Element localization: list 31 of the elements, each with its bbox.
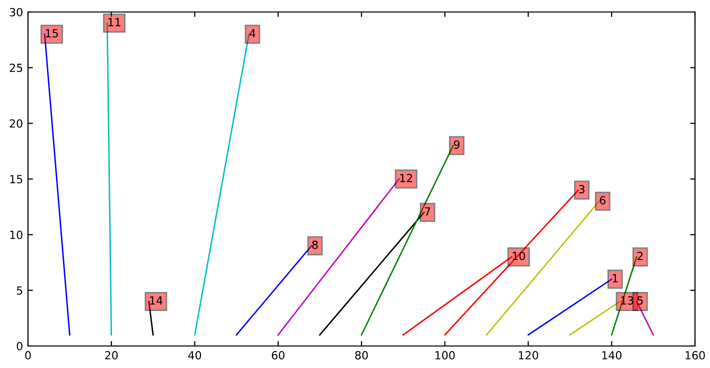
x-tick-label: 120 [518, 351, 538, 360]
x-tick-label: 20 [105, 351, 118, 360]
x-tick-label: 60 [272, 351, 284, 360]
annotation: 12 [400, 174, 412, 182]
x-tick-label: 100 [435, 351, 455, 360]
x-tick-label: 40 [188, 351, 202, 360]
y-tick-label: 20 [10, 119, 22, 128]
annotation: 9 [454, 140, 460, 149]
x-tick-label: 160 [686, 351, 705, 360]
annotation: 1 [612, 274, 618, 282]
annotation: 3 [579, 184, 584, 194]
annotation: 8 [312, 240, 318, 250]
x-tick-label: 0 [25, 351, 31, 360]
y-tick-label: 30 [10, 8, 22, 16]
annotation: 10 [512, 252, 525, 260]
x-tick-label: 140 [602, 351, 622, 360]
y-tick-label: 10 [10, 230, 22, 240]
x-tick-label: 80 [355, 351, 368, 360]
y-tick-label: 5 [16, 286, 22, 295]
annotation: 15 [46, 29, 58, 38]
annotation: 14 [150, 296, 162, 305]
y-tick-label: 15 [10, 175, 22, 184]
annotation: 5 [637, 296, 643, 305]
annotation: 2 [637, 252, 643, 260]
annotation: 4 [249, 29, 256, 38]
annotation: 13 [621, 296, 634, 305]
annotation: 11 [108, 18, 120, 26]
y-tick-label: 0 [16, 342, 22, 350]
y-tick-label: 25 [10, 64, 22, 72]
annotation: 6 [600, 196, 606, 204]
annotation: 7 [424, 207, 430, 216]
